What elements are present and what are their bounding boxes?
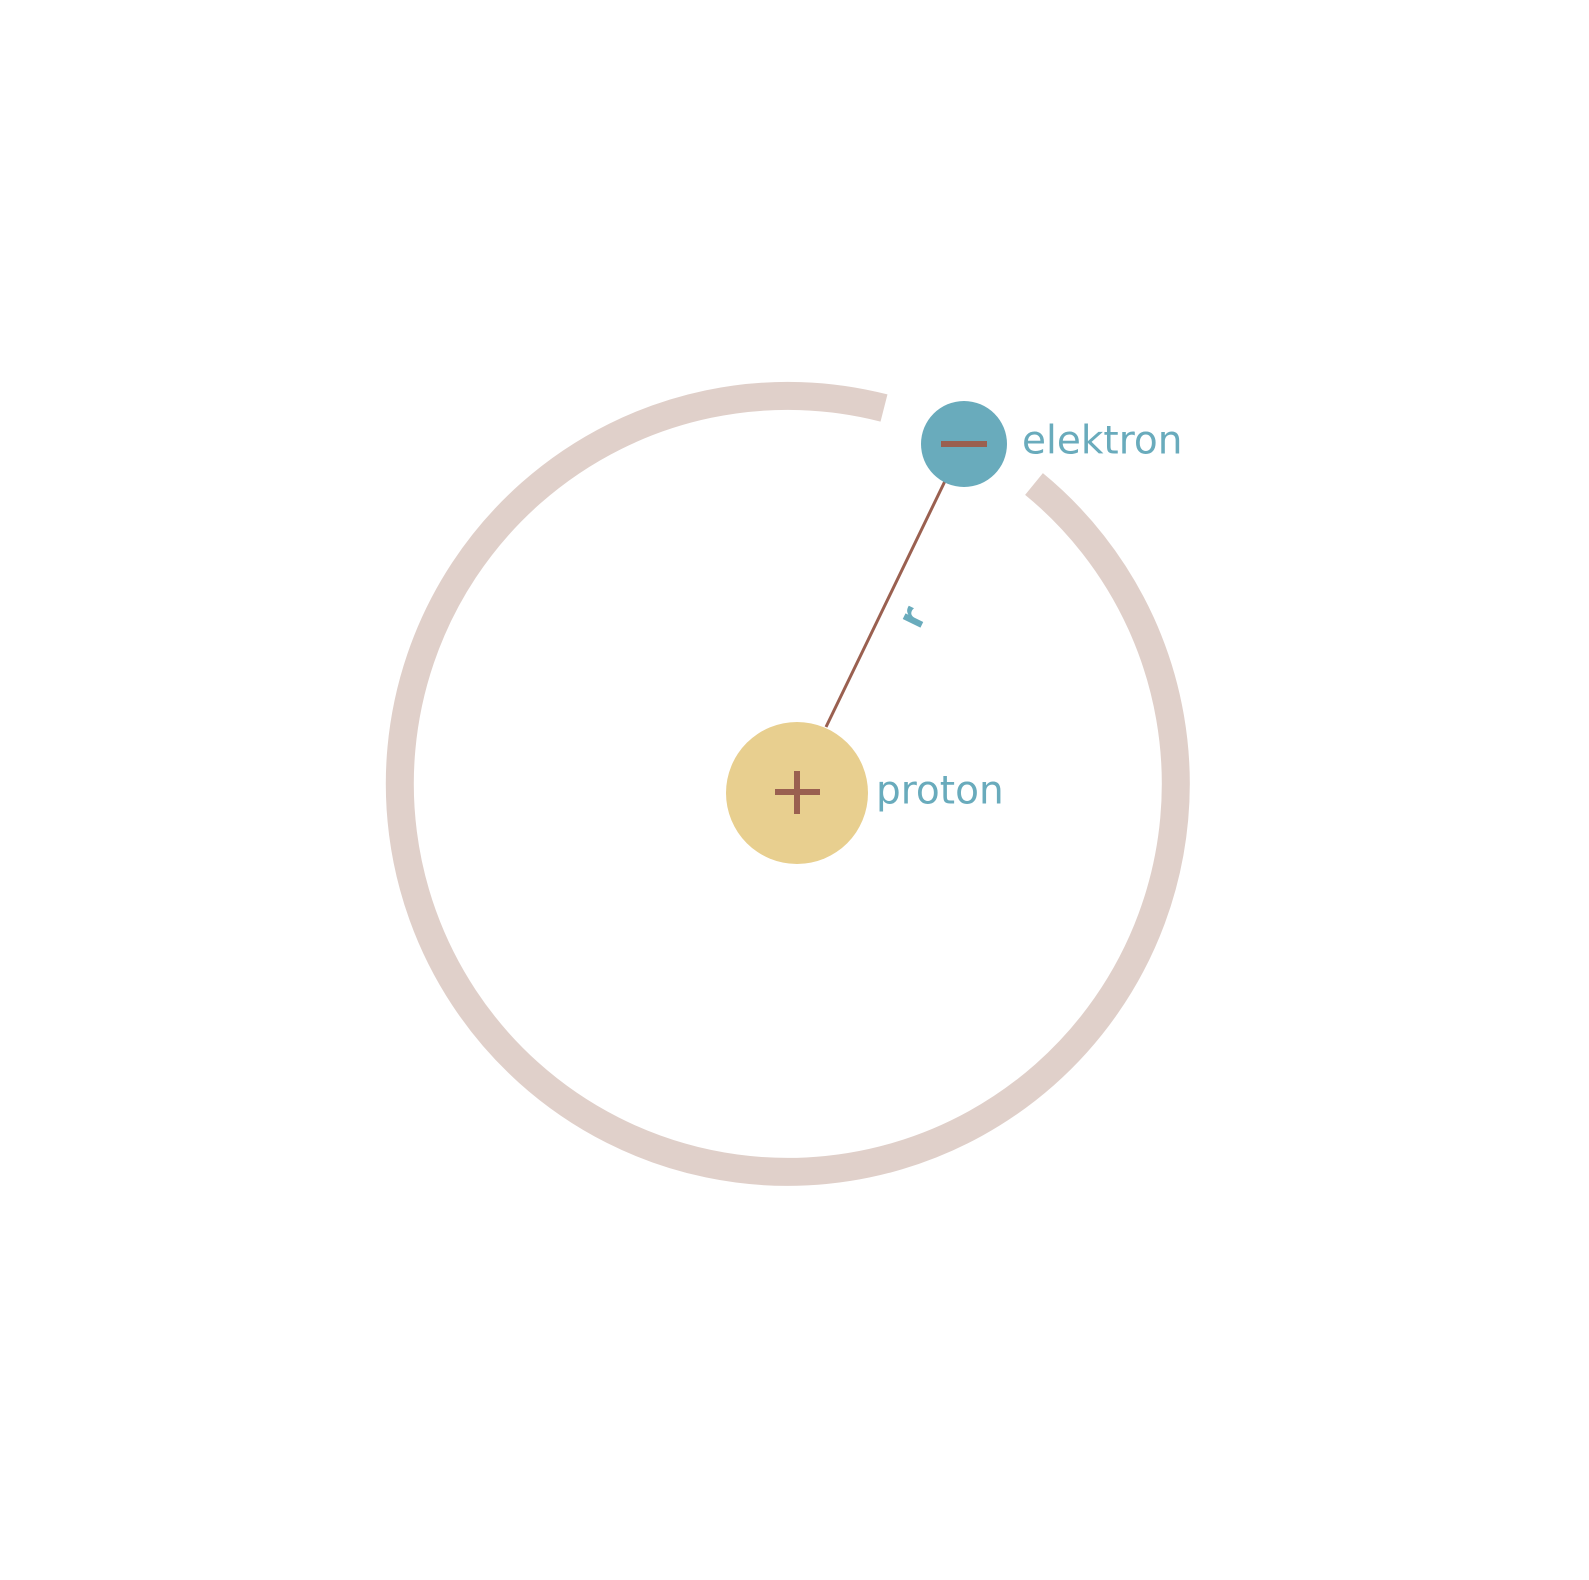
minus-icon <box>941 441 987 447</box>
radius-line <box>824 478 948 728</box>
electron-label: elektron <box>1022 419 1182 464</box>
proton <box>726 722 868 864</box>
radius-label: r <box>890 600 935 634</box>
proton-label: proton <box>876 769 1004 814</box>
plus-icon <box>775 771 820 814</box>
electron <box>921 401 1007 487</box>
orbit-arc <box>385 381 1190 1186</box>
